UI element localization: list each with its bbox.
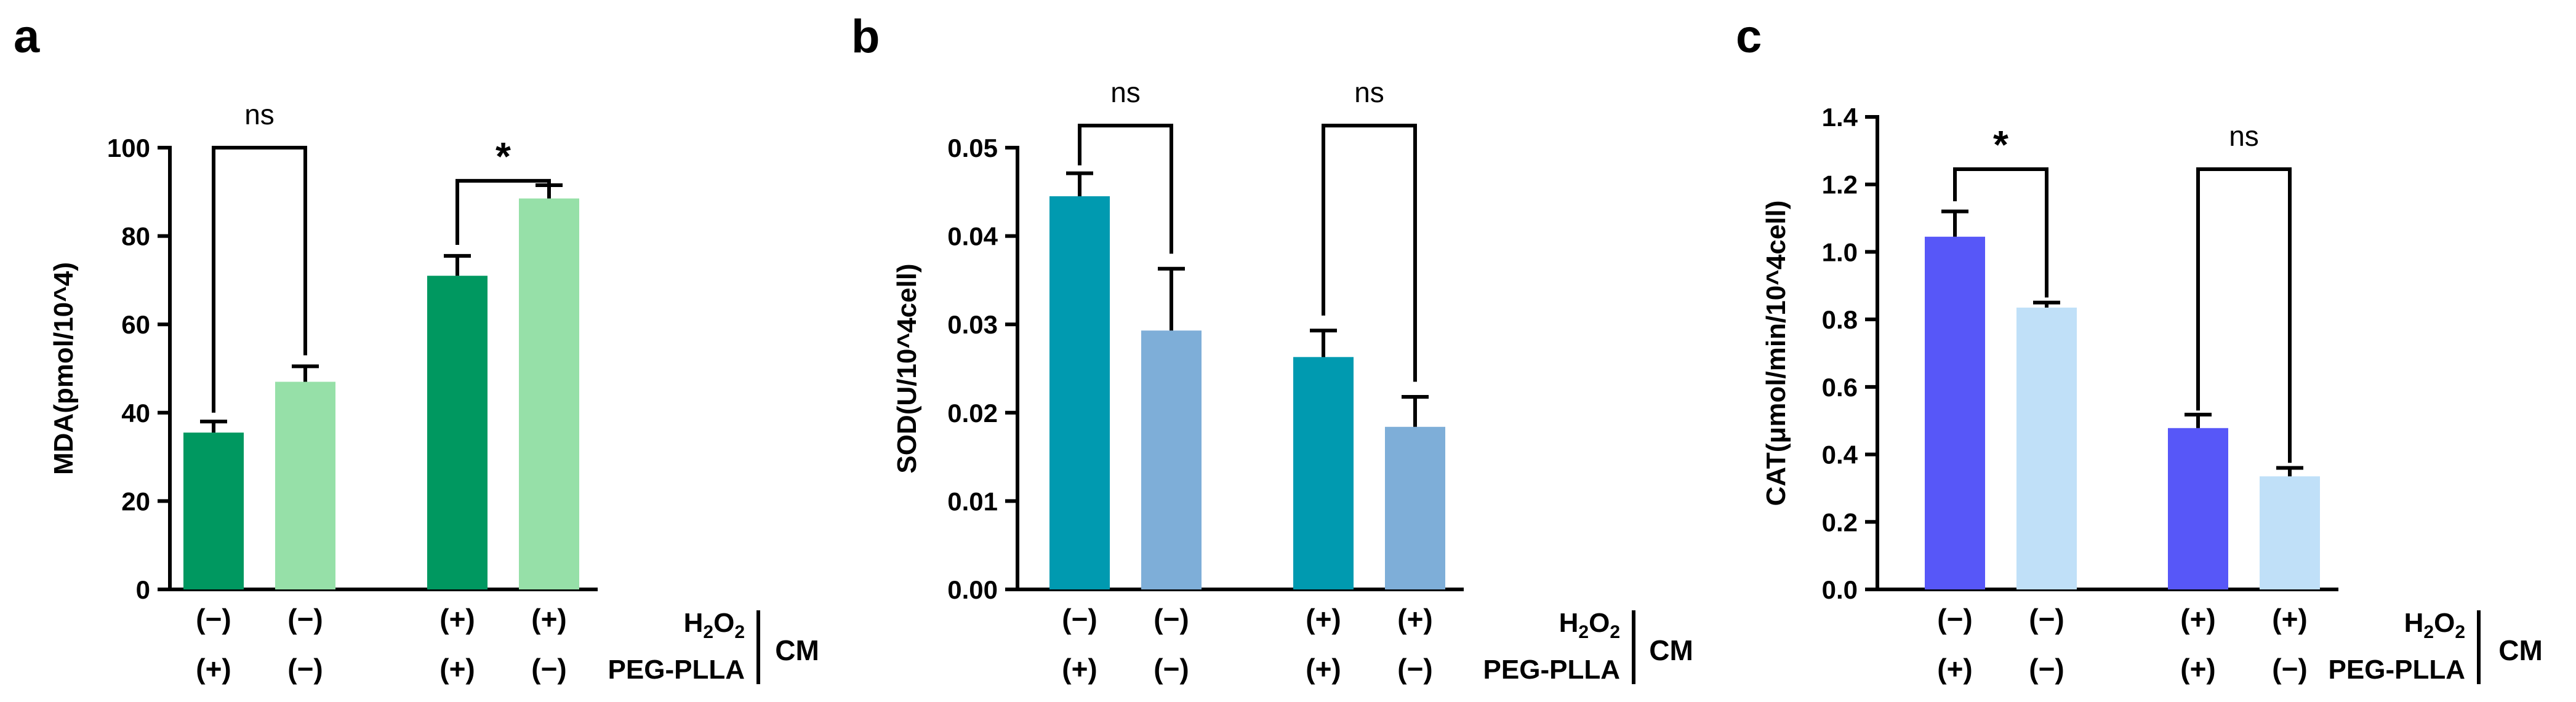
condition-peg-plla: (+) xyxy=(196,653,231,685)
condition-peg-plla: (+) xyxy=(1306,653,1341,685)
y-tick-label: 1.4 xyxy=(1822,103,1858,132)
row-label-h2o2-sub: 2 xyxy=(2455,622,2465,642)
y-tick-label: 1.2 xyxy=(1822,170,1858,199)
condition-peg-plla: (+) xyxy=(1937,653,1973,685)
y-tick-label: 40 xyxy=(121,399,150,428)
condition-peg-plla: (−) xyxy=(2029,653,2064,685)
row-label-h2o2-sub: 2 xyxy=(734,622,745,642)
significance-label: ns xyxy=(2229,120,2259,152)
condition-h2o2: (−) xyxy=(1937,603,1973,635)
row-label-h2o2-sub: 2 xyxy=(2423,622,2434,642)
y-tick-label: 0.4 xyxy=(1822,441,1858,469)
bar xyxy=(1925,236,1985,589)
condition-h2o2: (+) xyxy=(2180,603,2216,635)
bar xyxy=(1293,357,1354,589)
condition-h2o2: (−) xyxy=(1154,603,1189,635)
significance-label: * xyxy=(496,134,511,178)
condition-peg-plla: (+) xyxy=(1062,653,1097,685)
condition-peg-plla: (−) xyxy=(2272,653,2308,685)
condition-h2o2: (+) xyxy=(2272,603,2308,635)
row-label-peg-plla: PEG-PLLA xyxy=(2329,655,2465,685)
condition-peg-plla: (+) xyxy=(439,653,475,685)
panel-label: a xyxy=(14,10,40,63)
group-label-cm: CM xyxy=(1649,634,1693,666)
panel-a: a MDA(pmol/10^4) 0 20 40 60 80 100 ns * (−) (−) (+) (… xyxy=(14,10,819,685)
bar xyxy=(275,381,335,589)
significance-bracket xyxy=(212,146,307,413)
bar xyxy=(2260,476,2320,589)
bar xyxy=(427,276,488,589)
panel-b: b SOD(U/10^4cell) 0.00 0.01 0.02 0.03 0.04 0.05… xyxy=(851,10,1693,685)
y-tick-label: 80 xyxy=(121,222,150,251)
bar xyxy=(183,433,244,589)
significance-bracket xyxy=(1953,167,2048,298)
y-tick-label: 0.0 xyxy=(1822,575,1858,604)
y-axis-label: CAT(μmol/min/10^4cell) xyxy=(1761,201,1791,506)
bar xyxy=(1385,426,1445,589)
row-label-peg-plla: PEG-PLLA xyxy=(608,655,745,685)
condition-h2o2: (+) xyxy=(531,603,567,635)
y-tick-label: 0.04 xyxy=(947,222,998,251)
condition-h2o2: (−) xyxy=(287,603,323,635)
y-tick-label: 0.6 xyxy=(1822,373,1858,402)
group-label-cm: CM xyxy=(2498,634,2543,666)
y-tick-label: 0.05 xyxy=(947,134,998,162)
significance-bracket xyxy=(455,178,551,245)
condition-h2o2: (−) xyxy=(196,603,231,635)
row-label-h2o2-sub: 2 xyxy=(1610,622,1620,642)
significance-label: * xyxy=(1993,122,2008,167)
condition-h2o2: (+) xyxy=(439,603,475,635)
y-tick-label: 0.02 xyxy=(947,399,998,428)
bar xyxy=(1049,196,1110,590)
significance-label: ns xyxy=(1354,76,1384,108)
y-axis-label: SOD(U/10^4cell) xyxy=(892,263,922,473)
significance-label: ns xyxy=(244,98,275,130)
significance-bracket xyxy=(2196,167,2292,463)
condition-peg-plla: (−) xyxy=(1397,653,1433,685)
y-tick-label: 0.01 xyxy=(947,487,998,516)
condition-h2o2: (−) xyxy=(1062,603,1097,635)
condition-peg-plla: (−) xyxy=(531,653,567,685)
row-label-h2o2: H2O2 xyxy=(2404,608,2465,642)
y-axis-label: MDA(pmol/10^4) xyxy=(49,262,79,475)
row-label-h2o2-part: H xyxy=(684,608,704,638)
panel-label: b xyxy=(851,10,880,63)
condition-h2o2: (+) xyxy=(1306,603,1341,635)
row-label-h2o2: H2O2 xyxy=(684,608,745,642)
bar xyxy=(1141,330,1202,589)
significance-bracket xyxy=(1322,124,1417,382)
significance-label: ns xyxy=(1110,76,1141,108)
group-label-cm: CM xyxy=(775,634,819,666)
y-tick-label: 0.03 xyxy=(947,310,998,339)
row-label-peg-plla: PEG-PLLA xyxy=(1483,655,1620,685)
condition-h2o2: (−) xyxy=(2029,603,2064,635)
condition-peg-plla: (−) xyxy=(287,653,323,685)
condition-peg-plla: (−) xyxy=(1154,653,1189,685)
row-label-h2o2-part: O xyxy=(713,608,734,638)
row-label-h2o2-sub: 2 xyxy=(1578,622,1589,642)
condition-h2o2: (+) xyxy=(1397,603,1433,635)
y-tick-label: 0 xyxy=(136,575,150,604)
bar xyxy=(2016,307,2077,589)
row-label-h2o2-part: O xyxy=(2434,608,2455,638)
significance-bracket xyxy=(1078,124,1173,254)
y-tick-label: 0.8 xyxy=(1822,305,1858,334)
bar xyxy=(2168,428,2228,589)
panel-label: c xyxy=(1736,10,1762,63)
y-tick-label: 20 xyxy=(121,487,150,516)
y-tick-label: 1.0 xyxy=(1822,237,1858,266)
row-label-h2o2-part: H xyxy=(1559,608,1579,638)
row-label-h2o2-sub: 2 xyxy=(703,622,713,642)
row-label-h2o2-part: H xyxy=(2404,608,2424,638)
condition-peg-plla: (+) xyxy=(2180,653,2216,685)
y-tick-label: 0.2 xyxy=(1822,508,1858,536)
row-label-h2o2: H2O2 xyxy=(1559,608,1620,642)
y-tick-label: 0.00 xyxy=(947,575,998,604)
y-tick-label: 100 xyxy=(107,134,150,162)
row-label-h2o2-part: O xyxy=(1589,608,1610,638)
y-tick-label: 60 xyxy=(121,310,150,339)
bar xyxy=(519,198,579,589)
panel-c: c CAT(μmol/min/10^4cell) 0.0 0.2 0.4 0.6 0.8 1.… xyxy=(1736,10,2543,685)
